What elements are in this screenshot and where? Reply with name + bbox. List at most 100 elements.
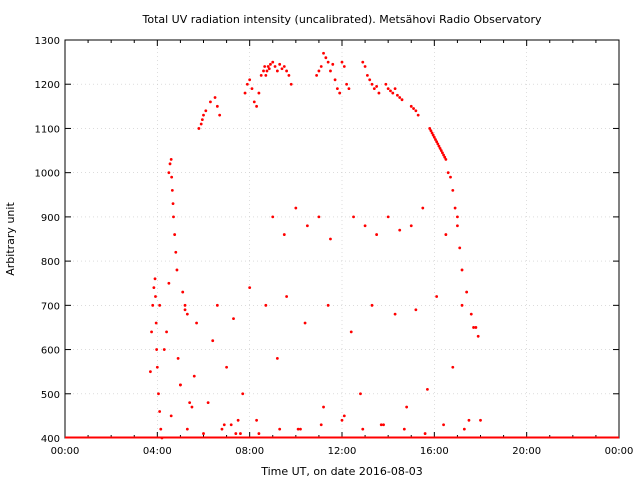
- data-point: [282, 65, 286, 68]
- data-point: [446, 171, 450, 175]
- data-point: [423, 432, 427, 435]
- data-point: [398, 228, 402, 232]
- data-point: [155, 348, 159, 351]
- x-tick-label: 00:00: [605, 446, 634, 457]
- data-point: [444, 233, 448, 236]
- data-point: [252, 100, 256, 104]
- y-tick-label: 400: [41, 434, 60, 445]
- data-point: [370, 303, 374, 307]
- data-point: [329, 237, 332, 241]
- data-point: [264, 73, 268, 77]
- data-point: [340, 60, 344, 64]
- data-point: [255, 104, 258, 108]
- data-point: [441, 151, 444, 155]
- data-point: [315, 73, 319, 77]
- y-tick-label: 500: [41, 390, 60, 401]
- y-tick-label: 600: [41, 346, 60, 357]
- data-point: [361, 427, 365, 431]
- data-point: [386, 215, 390, 219]
- data-point: [453, 206, 457, 210]
- data-point: [449, 175, 452, 179]
- data-point: [250, 87, 254, 91]
- data-point: [363, 224, 367, 228]
- data-point: [402, 427, 406, 431]
- data-point: [176, 357, 180, 360]
- x-axis-title: Time UT, on date 2016-08-03: [260, 465, 423, 478]
- data-point: [451, 188, 455, 192]
- data-point: [467, 418, 471, 422]
- data-point: [391, 91, 395, 95]
- data-point: [287, 73, 291, 77]
- data-point: [167, 281, 171, 285]
- data-point: [185, 312, 189, 316]
- data-point: [456, 224, 459, 228]
- data-point: [222, 423, 226, 427]
- data-point: [273, 65, 277, 68]
- data-point: [375, 85, 379, 88]
- data-point: [365, 73, 369, 77]
- data-point: [248, 286, 252, 290]
- data-point: [171, 202, 175, 206]
- data-point: [159, 427, 163, 431]
- data-point: [393, 312, 397, 316]
- data-point: [285, 69, 288, 73]
- data-point: [361, 60, 365, 64]
- data-point: [322, 405, 325, 409]
- data-points: [65, 51, 619, 440]
- data-point: [289, 82, 293, 86]
- data-point: [278, 62, 282, 66]
- data-point: [294, 206, 298, 210]
- data-point: [317, 215, 321, 219]
- x-tick-label: 16:00: [420, 446, 449, 457]
- data-point: [430, 131, 434, 135]
- data-point: [322, 51, 325, 55]
- data-point: [169, 158, 173, 161]
- data-point: [456, 215, 459, 219]
- data-point: [389, 89, 392, 93]
- x-tick-label: 20:00: [512, 446, 541, 457]
- data-point: [400, 98, 404, 102]
- data-point: [263, 65, 267, 68]
- data-point: [429, 129, 433, 133]
- data-point: [414, 109, 418, 113]
- data-point: [257, 91, 261, 95]
- y-tick-label: 1100: [35, 124, 60, 135]
- y-tick-label: 1300: [35, 36, 60, 47]
- data-point: [432, 135, 436, 139]
- data-point: [225, 365, 228, 369]
- data-point: [220, 427, 224, 431]
- data-point: [472, 326, 475, 329]
- data-point: [398, 96, 402, 99]
- data-point: [150, 330, 153, 334]
- data-point: [262, 69, 265, 73]
- data-point: [218, 113, 222, 117]
- data-point: [165, 330, 168, 334]
- data-point: [370, 82, 374, 86]
- data-point: [241, 392, 245, 396]
- data-point: [342, 65, 346, 68]
- data-point: [335, 87, 339, 91]
- data-point: [175, 268, 179, 272]
- data-point: [213, 96, 217, 99]
- data-point: [185, 427, 189, 431]
- data-point: [192, 374, 196, 378]
- data-point: [333, 78, 337, 82]
- y-tick-label: 800: [41, 257, 60, 268]
- data-point: [199, 122, 203, 126]
- data-point: [169, 414, 173, 418]
- data-point: [236, 418, 240, 422]
- data-point: [278, 427, 282, 431]
- data-point: [172, 215, 175, 219]
- data-point: [345, 82, 349, 86]
- data-point: [296, 427, 300, 431]
- data-point: [428, 127, 432, 130]
- data-point: [195, 321, 198, 325]
- data-point: [170, 188, 174, 192]
- data-point: [340, 418, 344, 422]
- data-point: [379, 423, 383, 427]
- y-axis-title: Arbitrary unit: [4, 202, 17, 276]
- data-point: [375, 233, 379, 236]
- data-point: [183, 303, 187, 307]
- data-point: [149, 370, 152, 374]
- data-point: [396, 93, 399, 97]
